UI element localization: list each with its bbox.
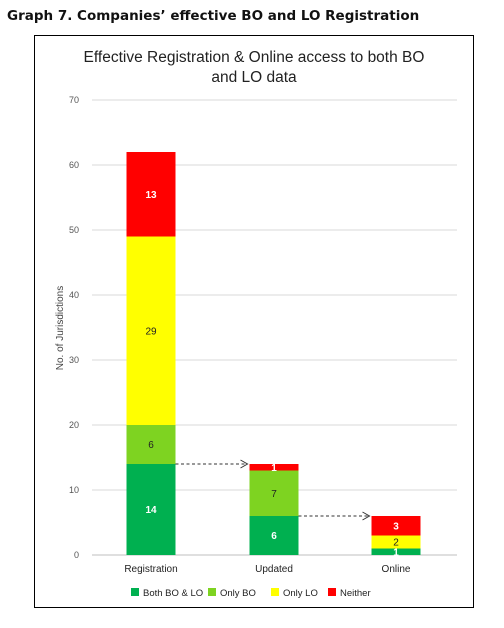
bar-registration-only-bo	[126, 425, 176, 464]
y-tick-10: 10	[69, 485, 79, 495]
bar-online-both-bo-lo	[371, 548, 421, 555]
y-tick-20: 20	[69, 420, 79, 430]
legend-swatch-both-bo-lo	[131, 588, 139, 596]
y-tick-70: 70	[69, 95, 79, 105]
bar-updated-neither	[249, 464, 299, 471]
bar-online-only-lo	[371, 535, 421, 549]
x-category-registration: Registration	[124, 564, 177, 575]
data-label-online-both-bo-lo: 1	[393, 547, 399, 558]
chart-title-line-2: and LO data	[211, 69, 297, 86]
data-label-online-neither: 3	[393, 521, 399, 532]
bar-registration-both-bo-lo	[126, 464, 176, 555]
data-label-registration-only-lo: 29	[145, 326, 157, 337]
chart-legend: Both BO & LO Only BO Only LO Neither	[131, 588, 371, 599]
bar-updated-only-bo	[249, 470, 299, 516]
y-axis-ticks: 0 10 20 30 40 50 60 70	[69, 95, 79, 560]
legend-label-only-bo: Only BO	[220, 588, 256, 599]
y-tick-40: 40	[69, 290, 79, 300]
y-tick-30: 30	[69, 355, 79, 365]
legend-swatch-only-bo	[208, 588, 216, 596]
data-label-updated-both-bo-lo: 6	[271, 531, 277, 542]
bar-registration-neither	[126, 152, 176, 237]
data-label-registration-neither: 13	[145, 190, 157, 201]
legend-label-neither: Neither	[340, 588, 371, 599]
data-label-registration-only-bo: 6	[148, 440, 154, 451]
legend-label-both-bo-lo: Both BO & LO	[143, 588, 203, 599]
chart-title-line-1: Effective Registration & Online access t…	[84, 49, 425, 66]
arrow-head-2	[362, 511, 371, 521]
chart-annotations	[175, 459, 371, 521]
x-category-online: Online	[382, 564, 411, 575]
legend-swatch-only-lo	[271, 588, 279, 596]
data-label-online-only-lo: 2	[393, 538, 399, 549]
legend-swatch-neither	[328, 588, 336, 596]
bar-online-neither	[371, 516, 421, 536]
x-category-updated: Updated	[255, 564, 293, 575]
data-label-updated-only-bo: 7	[271, 489, 277, 500]
x-axis-categories: Registration Updated Online	[124, 564, 411, 575]
bar-updated-both-bo-lo	[249, 516, 299, 555]
arrow-head-1	[240, 459, 249, 469]
y-tick-0: 0	[74, 550, 79, 560]
y-axis-label: No. of Jurisdictions	[55, 286, 66, 370]
bar-registration-only-lo	[126, 236, 176, 425]
y-tick-50: 50	[69, 225, 79, 235]
legend-label-only-lo: Only LO	[283, 588, 318, 599]
y-tick-60: 60	[69, 160, 79, 170]
data-label-updated-neither: 1	[271, 463, 277, 474]
data-label-registration-both-bo-lo: 14	[145, 505, 157, 516]
graph-heading: Graph 7. Companies’ effective BO and LO …	[7, 8, 420, 24]
